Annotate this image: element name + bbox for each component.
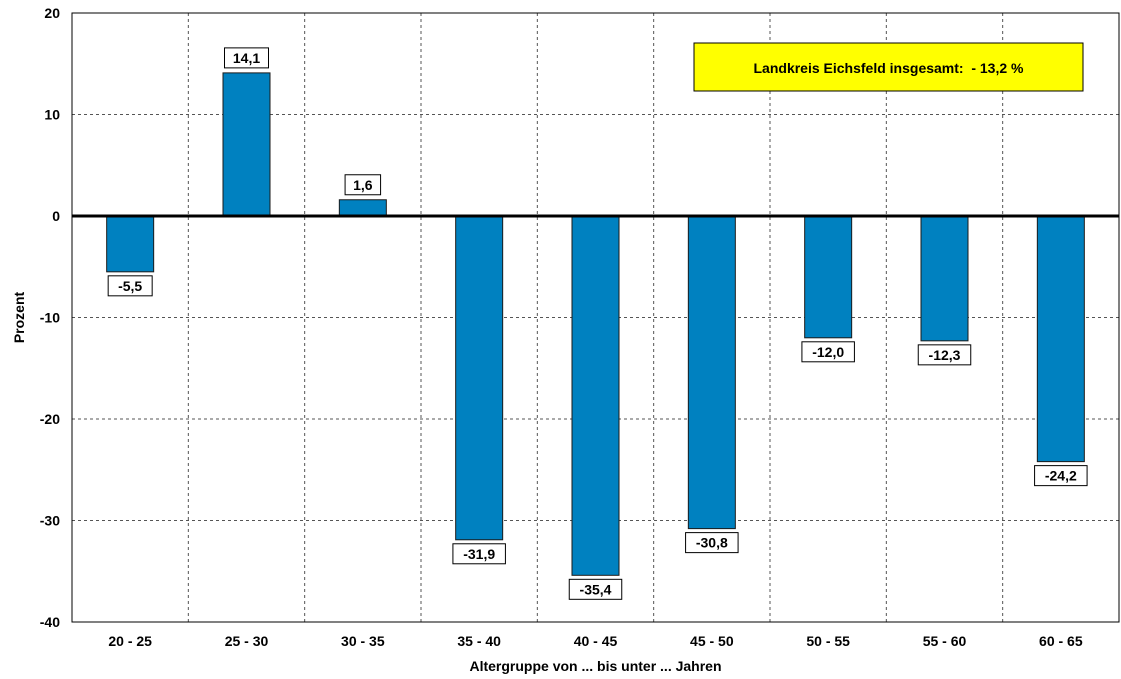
bar-40-45 [571, 215, 620, 576]
data-label-box [685, 532, 739, 554]
data-label-text: -35,4 [580, 581, 612, 597]
annotation-text: Landkreis Eichsfeld insgesamt: - 13,2 % [754, 60, 1025, 76]
x-tick-label: 50 - 55 [806, 633, 850, 649]
data-label-box [801, 341, 855, 363]
data-label-text: 1,6 [353, 177, 373, 193]
x-tick-label: 40 - 45 [574, 633, 618, 649]
data-label-text: 14,1 [233, 50, 260, 66]
data-label-box [107, 275, 153, 297]
data-label-box [917, 344, 972, 366]
data-label: -5,5 [107, 275, 153, 297]
bar-60-65 [1036, 215, 1085, 463]
y-axis-ticks: 20 10 0 -10 -20 -30 -40 [40, 5, 60, 630]
x-tick-label: 60 - 65 [1039, 633, 1083, 649]
annotation-box [693, 42, 1084, 92]
data-label-text: -5,5 [118, 278, 142, 294]
y-tick-label: 20 [44, 5, 60, 21]
y-tick-label: -30 [40, 513, 60, 529]
data-label: 1,6 [344, 174, 382, 196]
bar-55-60 [920, 215, 969, 342]
y-tick-label: -20 [40, 411, 60, 427]
x-tick-label: 20 - 25 [108, 633, 152, 649]
data-label: -30,8 [685, 532, 739, 554]
data-label: -31,9 [452, 543, 506, 565]
data-label-box [568, 578, 623, 600]
bars [106, 72, 1085, 576]
x-tick-label: 45 - 50 [690, 633, 734, 649]
data-labels: -5,5 14,1 1,6 -31,9 -35,4 -30,8 -12,0 -12,3 -24,… [107, 47, 1088, 600]
bar-25-30 [222, 72, 271, 217]
y-tick-label: 10 [44, 107, 60, 123]
x-tick-label: 55 - 60 [923, 633, 967, 649]
data-label-box [224, 47, 269, 69]
x-axis-ticks: 20 - 25 25 - 30 30 - 35 35 - 40 40 - 45 45 - … [108, 633, 1082, 649]
bar-30-35 [338, 199, 387, 217]
data-label-text: -12,3 [929, 347, 961, 363]
x-tick-label: 25 - 30 [225, 633, 269, 649]
y-tick-label: -10 [40, 310, 60, 326]
data-label: -35,4 [568, 578, 623, 600]
data-label-box [1034, 465, 1088, 487]
data-label: -12,3 [917, 344, 972, 366]
bar-50-55 [804, 215, 853, 339]
data-label-text: -24,2 [1045, 468, 1077, 484]
y-tick-label: 0 [52, 208, 60, 224]
data-label-text: -12,0 [812, 344, 844, 360]
data-label: -12,0 [801, 341, 855, 363]
total-annotation: Landkreis Eichsfeld insgesamt: - 13,2 % [693, 42, 1084, 92]
plot-frame [71, 12, 1120, 623]
data-label-text: -31,9 [463, 546, 495, 562]
bar-20-25 [106, 215, 155, 273]
data-label: -24,2 [1034, 465, 1088, 487]
x-axis-title: Altergruppe von ... bis unter ... Jahren [469, 658, 721, 674]
bar-35-40 [455, 215, 504, 541]
y-tick-label: -40 [40, 614, 60, 630]
bar-45-50 [687, 215, 736, 530]
data-label: 14,1 [224, 47, 269, 69]
data-label-box [344, 174, 382, 196]
data-label-box [452, 543, 506, 565]
x-tick-label: 35 - 40 [457, 633, 501, 649]
y-axis-title: Prozent [11, 291, 27, 343]
data-label-text: -30,8 [696, 535, 728, 551]
x-tick-label: 30 - 35 [341, 633, 385, 649]
